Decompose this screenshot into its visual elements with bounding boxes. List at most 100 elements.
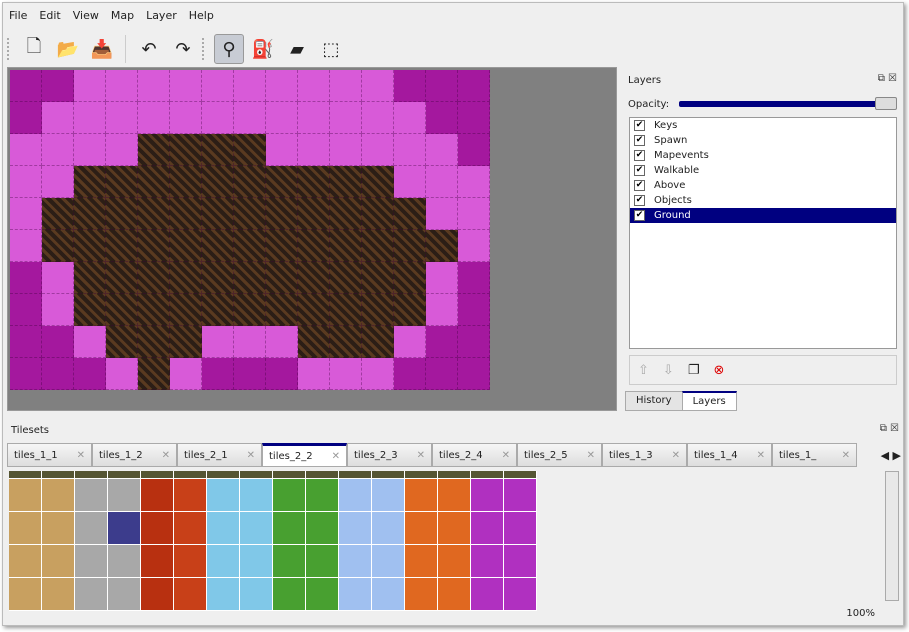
tile[interactable]	[273, 512, 306, 545]
tile[interactable]	[9, 471, 42, 479]
map-tile[interactable]	[362, 198, 394, 230]
rect-select-button[interactable]: ⬚	[316, 34, 346, 64]
map-tile[interactable]	[170, 102, 202, 134]
close-icon[interactable]: ✕	[331, 450, 340, 462]
menu-help[interactable]: Help	[188, 9, 214, 22]
map-tile[interactable]	[42, 262, 74, 294]
map-tile[interactable]	[138, 294, 170, 326]
tileset-tab[interactable]: tiles_2_3 ✕	[347, 443, 432, 467]
map-tile[interactable]	[234, 262, 266, 294]
map-tile[interactable]	[266, 70, 298, 102]
map-tile[interactable]	[298, 230, 330, 262]
tile[interactable]	[108, 471, 141, 479]
map-tile[interactable]	[74, 198, 106, 230]
map-tile[interactable]	[394, 102, 426, 134]
map-tile[interactable]	[10, 326, 42, 358]
visibility-checkbox[interactable]: ✔	[634, 210, 645, 221]
tile[interactable]	[438, 512, 471, 545]
map-tile[interactable]	[266, 102, 298, 134]
close-icon[interactable]: ✕	[161, 449, 170, 461]
tile[interactable]	[438, 578, 471, 611]
map-tile[interactable]	[202, 166, 234, 198]
tile[interactable]	[306, 471, 339, 479]
map-tile[interactable]	[266, 166, 298, 198]
map-tile[interactable]	[298, 198, 330, 230]
tile[interactable]	[339, 471, 372, 479]
tile[interactable]	[240, 512, 273, 545]
map-tile[interactable]	[298, 166, 330, 198]
slider-handle[interactable]	[875, 97, 897, 110]
map-tile[interactable]	[234, 134, 266, 166]
layer-item[interactable]: ✔ Keys	[630, 118, 896, 133]
tile[interactable]	[438, 545, 471, 578]
tile[interactable]	[471, 479, 504, 512]
map-tile[interactable]	[362, 326, 394, 358]
save-button[interactable]: 📥	[87, 34, 117, 64]
map-tile[interactable]	[426, 230, 458, 262]
tile[interactable]	[339, 545, 372, 578]
map-tile[interactable]	[170, 198, 202, 230]
map-tile[interactable]	[106, 102, 138, 134]
map-tile[interactable]	[74, 102, 106, 134]
tile[interactable]	[42, 512, 75, 545]
map-tile[interactable]	[234, 198, 266, 230]
map-tile[interactable]	[170, 262, 202, 294]
tile[interactable]	[174, 512, 207, 545]
menu-view[interactable]: View	[72, 9, 99, 22]
map-tile[interactable]	[138, 134, 170, 166]
map-tile[interactable]	[298, 294, 330, 326]
tile[interactable]	[207, 479, 240, 512]
map-tile[interactable]	[458, 230, 490, 262]
bucket-fill-button[interactable]: ⛽	[248, 34, 278, 64]
map-tile[interactable]	[74, 358, 106, 390]
map-tile[interactable]	[202, 262, 234, 294]
map-tile[interactable]	[458, 198, 490, 230]
map-tile[interactable]	[394, 294, 426, 326]
map-tile[interactable]	[394, 230, 426, 262]
tile[interactable]	[240, 578, 273, 611]
map-tile[interactable]	[234, 70, 266, 102]
tile[interactable]	[240, 545, 273, 578]
move-up-icon[interactable]: ⇧	[638, 362, 649, 378]
map-tile[interactable]	[330, 102, 362, 134]
map-tile[interactable]	[234, 166, 266, 198]
visibility-checkbox[interactable]: ✔	[634, 120, 645, 131]
close-icon[interactable]: ✕	[416, 449, 425, 461]
menu-edit[interactable]: Edit	[39, 9, 61, 22]
tile[interactable]	[207, 578, 240, 611]
layer-item[interactable]: ✔ Spawn	[630, 133, 896, 148]
tile[interactable]	[42, 479, 75, 512]
tileset-tab[interactable]: tiles_2_1 ✕	[177, 443, 262, 467]
map-tile[interactable]	[330, 166, 362, 198]
map-tile[interactable]	[170, 166, 202, 198]
map-tile[interactable]	[426, 294, 458, 326]
tile[interactable]	[438, 471, 471, 479]
tile[interactable]	[405, 479, 438, 512]
stamp-brush-button[interactable]: ⚲	[214, 34, 244, 64]
eraser-button[interactable]: ▰	[282, 34, 312, 64]
tab-scroll-arrows[interactable]: ◀ ▶	[880, 449, 901, 462]
tile[interactable]	[42, 545, 75, 578]
map-tile[interactable]	[106, 198, 138, 230]
map-tile[interactable]	[10, 294, 42, 326]
tile[interactable]	[174, 479, 207, 512]
tile[interactable]	[108, 578, 141, 611]
map-tile[interactable]	[394, 198, 426, 230]
tile[interactable]	[108, 545, 141, 578]
tileset-tab[interactable]: tiles_1_1 ✕	[7, 443, 92, 467]
tile[interactable]	[75, 471, 108, 479]
map-tile[interactable]	[42, 166, 74, 198]
tile[interactable]	[75, 578, 108, 611]
layer-item[interactable]: ✔ Walkable	[630, 163, 896, 178]
map-tile[interactable]	[330, 294, 362, 326]
tile[interactable]	[306, 578, 339, 611]
map-tile[interactable]	[362, 358, 394, 390]
map-tile[interactable]	[202, 102, 234, 134]
map-view[interactable]	[7, 67, 617, 411]
map-tile[interactable]	[394, 358, 426, 390]
tile[interactable]	[273, 545, 306, 578]
tile[interactable]	[9, 578, 42, 611]
tileset-tab[interactable]: tiles_1_3 ✕	[602, 443, 687, 467]
menu-file[interactable]: File	[9, 9, 28, 22]
tile[interactable]	[372, 471, 405, 479]
